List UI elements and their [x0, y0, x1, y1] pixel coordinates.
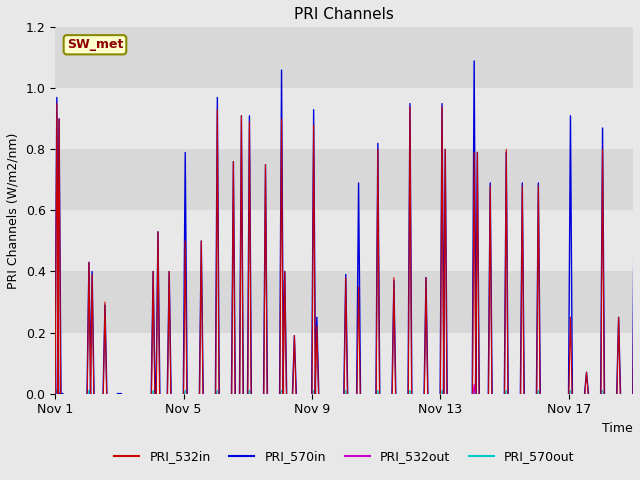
- Bar: [55, 88, 633, 149]
- Legend: PRI_532in, PRI_570in, PRI_532out, PRI_570out: PRI_532in, PRI_570in, PRI_532out, PRI_57…: [109, 445, 579, 468]
- Bar: [55, 272, 633, 333]
- Bar: [55, 149, 633, 210]
- Title: PRI Channels: PRI Channels: [294, 7, 394, 22]
- Bar: [55, 210, 633, 272]
- X-axis label: Time: Time: [602, 422, 633, 435]
- Y-axis label: PRI Channels (W/m2/nm): PRI Channels (W/m2/nm): [7, 132, 20, 288]
- Bar: [55, 333, 633, 394]
- Bar: [55, 27, 633, 88]
- Text: SW_met: SW_met: [67, 38, 123, 51]
